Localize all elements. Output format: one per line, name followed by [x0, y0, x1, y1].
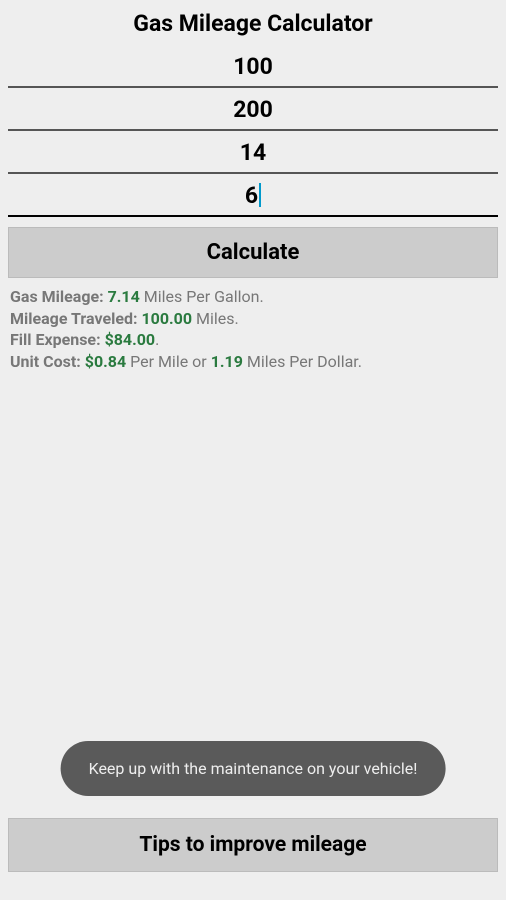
calculate-button[interactable]: Calculate	[8, 227, 498, 278]
input-field-4[interactable]: 6	[8, 174, 498, 217]
result-unit-cost: Unit Cost: $0.84 Per Mile or 1.19 Miles …	[10, 351, 496, 373]
gas-mileage-unit: Miles Per Gallon.	[140, 287, 264, 306]
mileage-traveled-label: Mileage Traveled:	[10, 309, 141, 328]
result-gas-mileage: Gas Mileage: 7.14 Miles Per Gallon.	[10, 286, 496, 308]
input-value-4: 6	[245, 182, 258, 209]
unit-cost-suffix: Miles Per Dollar.	[243, 352, 362, 371]
result-mileage-traveled: Mileage Traveled: 100.00 Miles.	[10, 308, 496, 330]
unit-cost-value-1: $0.84	[85, 352, 126, 371]
input-field-1[interactable]: 100	[8, 45, 498, 88]
results-block: Gas Mileage: 7.14 Miles Per Gallon. Mile…	[10, 286, 496, 372]
fill-expense-label: Fill Expense:	[10, 330, 105, 349]
app-title: Gas Mileage Calculator	[0, 0, 506, 45]
text-cursor-icon	[259, 183, 261, 207]
input-value-3: 14	[240, 139, 266, 166]
result-fill-expense: Fill Expense: $84.00.	[10, 329, 496, 351]
mileage-traveled-value: 100.00	[141, 309, 192, 328]
input-field-2[interactable]: 200	[8, 88, 498, 131]
input-field-3[interactable]: 14	[8, 131, 498, 174]
input-value-1: 100	[233, 53, 273, 80]
gas-mileage-value: 7.14	[108, 287, 140, 306]
unit-cost-value-2: 1.19	[211, 352, 243, 371]
gas-mileage-label: Gas Mileage:	[10, 287, 108, 306]
mileage-traveled-unit: Miles.	[192, 309, 239, 328]
unit-cost-label: Unit Cost:	[10, 352, 85, 371]
input-value-2: 200	[233, 96, 273, 123]
toast-message: Keep up with the maintenance on your veh…	[61, 741, 446, 796]
unit-cost-mid: Per Mile or	[126, 352, 211, 371]
tips-button[interactable]: Tips to improve mileage	[8, 818, 498, 872]
fill-expense-value: $84.00	[105, 330, 156, 349]
fill-expense-suffix: .	[155, 330, 159, 349]
